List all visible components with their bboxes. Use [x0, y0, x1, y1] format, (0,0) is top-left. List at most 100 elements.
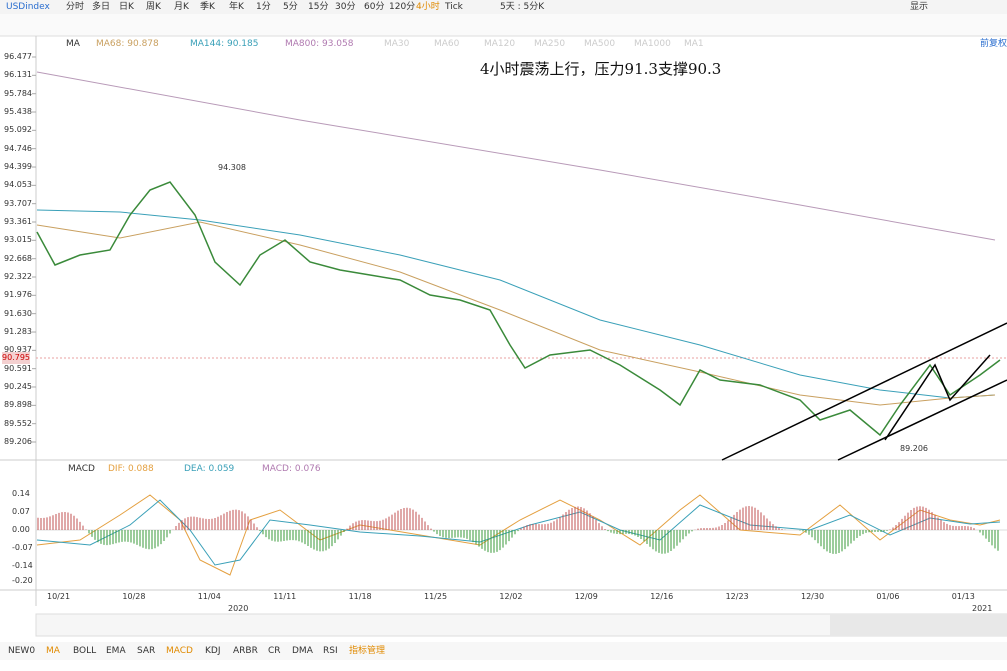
period-tab[interactable]: 月K — [174, 2, 189, 12]
price-tick: 95.784 — [4, 88, 32, 98]
scrollbar[interactable] — [35, 613, 1007, 637]
dea-line — [36, 499, 1001, 566]
period-tab[interactable]: Tick — [445, 2, 463, 12]
macd-label: MACD: 0.076 — [262, 464, 321, 474]
scroll-thumb[interactable] — [830, 614, 1007, 636]
period-tab[interactable]: 60分 — [364, 2, 385, 12]
period-tab[interactable]: 5天 : 5分K — [500, 2, 545, 12]
price-tick: 89.206 — [4, 437, 32, 446]
period-tab[interactable]: 5分 — [283, 2, 298, 12]
macd-tick: 0.07 — [12, 507, 30, 516]
indicator-tab[interactable]: KDJ — [205, 646, 221, 656]
year-label: 2021 — [972, 604, 993, 613]
indicator-tab[interactable]: NEW0 — [8, 646, 36, 656]
ma-label: MA800: 93.058 — [285, 39, 354, 49]
period-tab[interactable]: 15分 — [308, 2, 329, 12]
macd-tick: -0.14 — [12, 560, 33, 570]
date-label: 11/18 — [348, 592, 372, 601]
period-tab[interactable]: 4小时 — [416, 2, 440, 12]
price-tick: 96.131 — [4, 70, 32, 80]
price-tick: 90.245 — [4, 381, 32, 391]
indicator-tab[interactable]: SAR — [137, 646, 156, 656]
low-label: 89.206 — [900, 444, 928, 453]
date-label: 12/09 — [574, 592, 598, 601]
price-tick: 91.630 — [4, 308, 32, 318]
period-tab[interactable]: 分时 — [66, 2, 85, 12]
price-tick: 91.283 — [4, 327, 32, 337]
date-label: 11/04 — [197, 592, 221, 601]
date-label: 01/13 — [951, 592, 975, 601]
price-tick: 94.746 — [4, 143, 32, 153]
ma-label: MA68: 90.878 — [96, 39, 159, 49]
ma800-line — [36, 71, 996, 241]
indicator-tab[interactable]: RSI — [323, 646, 338, 656]
period-tab[interactable]: 日K — [119, 2, 134, 12]
ma-label: MA1 — [684, 39, 704, 49]
date-label: 11/25 — [424, 592, 448, 601]
macd-histogram — [37, 506, 999, 554]
period-tab[interactable]: 周K — [146, 2, 161, 12]
tool-bar — [0, 14, 1007, 36]
price-tick: 95.438 — [4, 107, 32, 116]
macd-tick: -0.20 — [12, 576, 33, 586]
date-label: 10/21 — [47, 592, 71, 601]
macd-label: DIF: 0.088 — [108, 464, 154, 474]
price-tick: 93.015 — [4, 235, 32, 245]
dif-line — [36, 494, 1001, 576]
price-tick: 91.976 — [4, 290, 32, 300]
period-tab[interactable]: 120分 — [389, 2, 416, 12]
price-tick: 92.322 — [4, 272, 32, 281]
display-menu[interactable]: 显示 — [910, 2, 929, 12]
ma-label: MA120 — [484, 39, 516, 49]
indicator-tab[interactable]: CR — [268, 646, 281, 656]
indicator-tab[interactable]: ARBR — [233, 646, 258, 656]
price-tick: 93.707 — [4, 198, 32, 208]
ma-label: MA500 — [584, 39, 616, 49]
period-tab[interactable]: 30分 — [335, 2, 356, 12]
year-label: 2020 — [228, 604, 249, 613]
trend-line[interactable] — [721, 322, 1007, 461]
current-price: 90.795 — [2, 352, 30, 364]
macd-label: DEA: 0.059 — [184, 464, 235, 474]
top-bar — [0, 0, 1007, 14]
indicator-tab[interactable]: MA — [46, 646, 60, 656]
price-path — [36, 181, 1001, 437]
ma-label: MA30 — [384, 39, 410, 49]
ma-label: MA1000 — [634, 39, 671, 49]
indicator-tab[interactable]: 指标管理 — [349, 646, 386, 656]
macd-tick: 0.14 — [12, 489, 30, 499]
ma-label: MA60 — [434, 39, 460, 49]
high-label: 94.308 — [218, 163, 246, 172]
period-tab[interactable]: 季K — [200, 2, 215, 12]
date-label: 01/06 — [876, 592, 900, 601]
date-label: 12/23 — [725, 592, 749, 601]
price-tick: 89.552 — [4, 418, 32, 428]
indicator-tab[interactable]: MACD — [166, 646, 193, 656]
symbol[interactable]: USDindex — [6, 2, 50, 12]
price-tick: 89.898 — [4, 400, 32, 410]
price-tick: 94.053 — [4, 180, 32, 190]
indicator-tab[interactable]: EMA — [106, 646, 126, 656]
price-tick: 92.668 — [4, 253, 32, 263]
period-tab[interactable]: 1分 — [256, 2, 271, 12]
price-tick: 94.399 — [4, 162, 32, 172]
ma-label: MA250 — [534, 39, 566, 49]
date-label: 10/28 — [122, 592, 146, 601]
trend-line[interactable] — [837, 379, 1007, 461]
macd-tick: 0.00 — [12, 525, 30, 534]
period-tab[interactable]: 年K — [229, 2, 244, 12]
period-tab[interactable]: 多日 — [92, 2, 111, 12]
macd-tick: -0.07 — [12, 542, 33, 552]
indicator-name: MACD — [68, 464, 95, 474]
annotation: 4小时震荡上行，压力91.3支撑90.3 — [480, 60, 722, 78]
price-tick: 96.477 — [4, 52, 32, 61]
wave-arrows[interactable] — [884, 354, 991, 441]
indicator-tab[interactable]: DMA — [292, 646, 313, 656]
adjust-label[interactable]: 前复权 — [980, 39, 1007, 49]
price-tick: 95.092 — [4, 125, 32, 135]
date-label: 12/30 — [801, 592, 825, 601]
price-tick: 90.591 — [4, 363, 32, 373]
indicator-tab[interactable]: BOLL — [73, 646, 97, 656]
